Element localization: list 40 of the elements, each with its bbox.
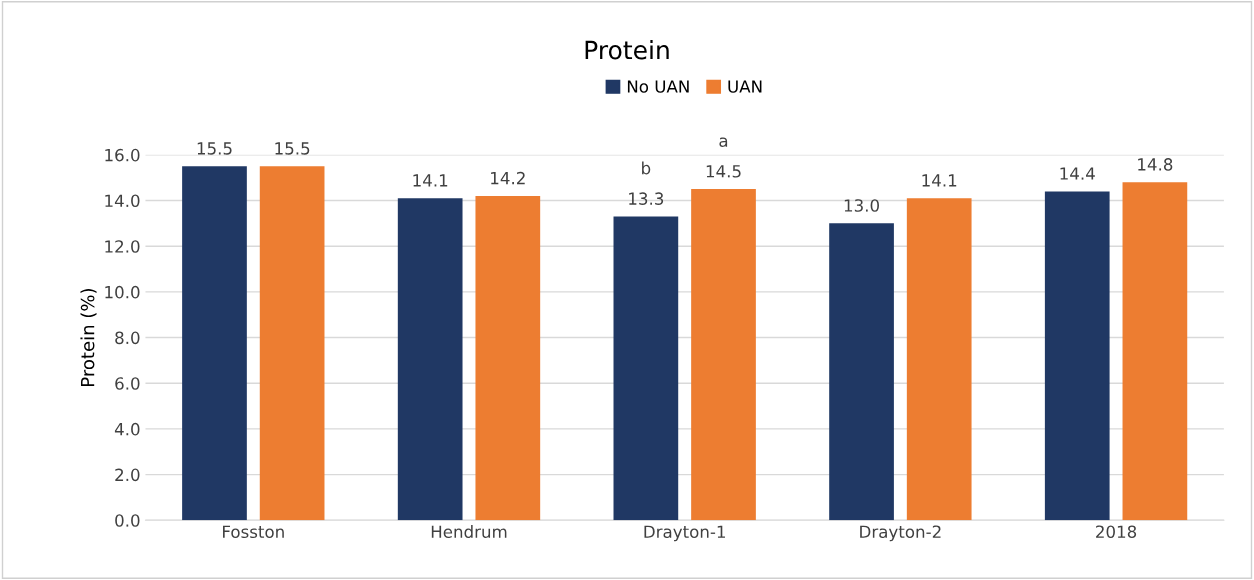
y-tick-label: 2.0 xyxy=(115,468,140,482)
data-label: 13.3 xyxy=(629,192,664,205)
x-tick-label: Fosston xyxy=(223,525,284,539)
x-tick-label: Drayton-1 xyxy=(644,525,725,542)
y-tick-label: 12.0 xyxy=(105,240,140,253)
data-label: 14.8 xyxy=(1138,158,1173,171)
bar xyxy=(613,216,679,521)
data-label: 15.5 xyxy=(275,142,310,155)
y-axis-title: Protein (%) xyxy=(80,288,97,386)
data-label: 14.1 xyxy=(413,174,448,187)
data-label: 14.4 xyxy=(1060,167,1095,180)
bar xyxy=(691,189,756,521)
y-tick-label: 16.0 xyxy=(105,148,140,162)
bar xyxy=(1044,191,1110,521)
x-tick-label: Drayton-2 xyxy=(860,525,941,542)
legend-label: No UAN xyxy=(627,80,689,93)
data-label: 15.5 xyxy=(197,142,232,155)
data-label: 14.2 xyxy=(491,171,525,185)
x-tick-label: 2018 xyxy=(1096,525,1137,539)
data-label: 14.5 xyxy=(706,165,741,178)
bar xyxy=(397,198,463,521)
y-tick-label: 4.0 xyxy=(114,422,140,436)
bar xyxy=(829,223,894,521)
data-label: 13.0 xyxy=(844,199,879,212)
annotation: b xyxy=(642,161,651,175)
chart-title: Protein xyxy=(585,40,669,60)
y-tick-label: 8.0 xyxy=(115,331,140,345)
y-tick-label: 10.0 xyxy=(105,285,140,299)
y-tick-label: 14.0 xyxy=(105,194,140,208)
legend-label: UAN xyxy=(728,80,762,93)
bar xyxy=(259,166,325,521)
y-tick-label: 0.0 xyxy=(115,514,140,527)
bar xyxy=(1122,182,1188,521)
x-tick-label: Hendrum xyxy=(431,525,507,539)
bar xyxy=(182,166,247,521)
y-tick-label: 6.0 xyxy=(115,377,140,390)
bar xyxy=(475,195,541,521)
text: a xyxy=(719,137,728,147)
data-label: 14.1 xyxy=(922,174,957,187)
bar xyxy=(906,198,972,521)
